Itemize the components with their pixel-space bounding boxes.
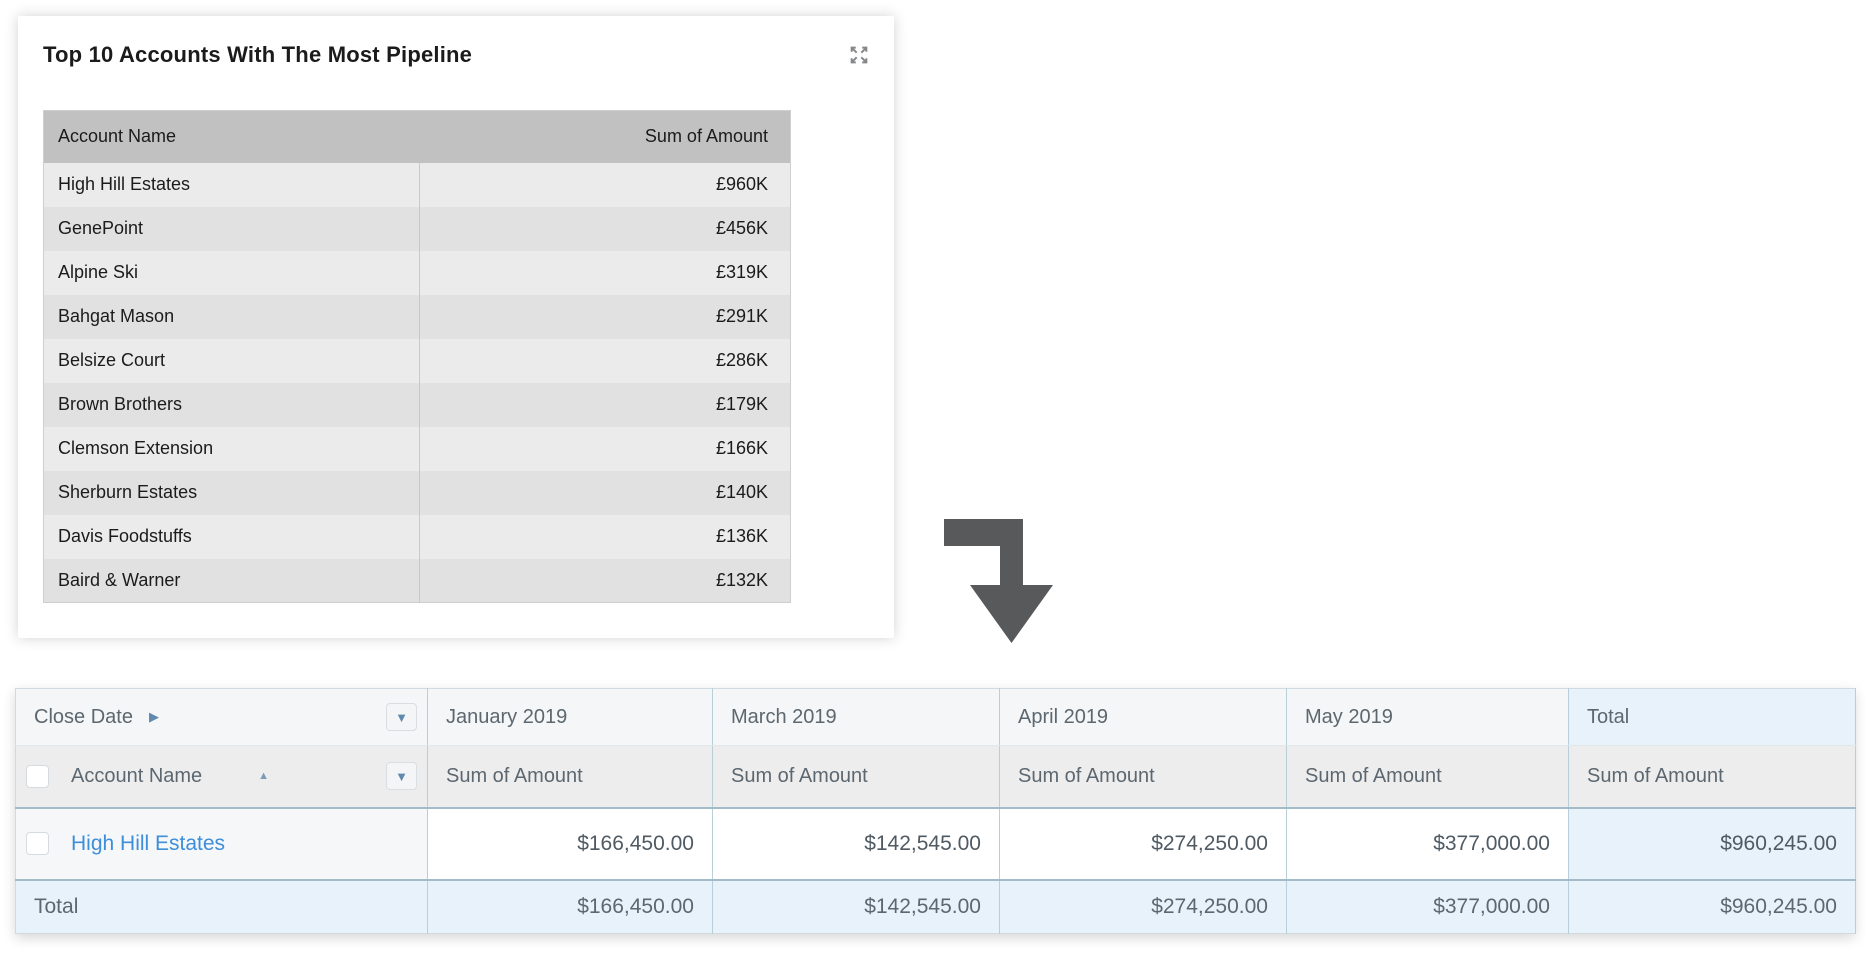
table-row[interactable]: Alpine Ski £319K [43, 250, 791, 295]
pivot-table: Close Date ▶ ▼ January 2019 March 2019 A… [15, 688, 1856, 934]
amount-cell: £132K [715, 569, 768, 590]
table-header-row: Account Name Sum of Amount [43, 110, 791, 163]
top-accounts-widget: Top 10 Accounts With The Most Pipeline A… [18, 16, 894, 638]
month-header[interactable]: January 2019 [427, 688, 713, 746]
drilldown-arrow [944, 519, 1053, 643]
table-row[interactable]: GenePoint £456K [43, 206, 791, 251]
amount-cell: £179K [715, 394, 768, 414]
expand-icon[interactable] [846, 42, 872, 68]
table-row[interactable]: Belsize Court £286K [43, 338, 791, 383]
account-name-cell[interactable]: Davis Foodstuffs [43, 514, 420, 559]
chevron-down-icon: ▼ [395, 768, 408, 784]
widget-title: Top 10 Accounts With The Most Pipeline [43, 42, 473, 67]
pivot-column-header-row: Close Date ▶ ▼ January 2019 March 2019 A… [15, 688, 1856, 746]
table-row[interactable]: Davis Foodstuffs £136K [43, 514, 791, 559]
account-name-cell[interactable]: Sherburn Estates [43, 470, 420, 515]
account-name-cell[interactable]: Belsize Court [43, 338, 420, 383]
expand-arrows-glyph [850, 46, 868, 64]
account-name-label[interactable]: Account Name [71, 764, 203, 787]
grand-total-cell: $377,000.00 [1286, 879, 1569, 934]
pivot-data-row: High Hill Estates $166,450.00 $142,545.0… [15, 807, 1856, 881]
measure-header: Sum of Amount [999, 745, 1287, 809]
close-date-header-cell: Close Date ▶ ▼ [15, 688, 428, 746]
value-cell: $377,000.00 [1286, 807, 1569, 881]
measure-header: Sum of Amount [712, 745, 1000, 809]
grand-total-label: Total [15, 879, 428, 934]
column-header-sum-of-amount: Sum of Amount [419, 110, 791, 163]
month-header[interactable]: April 2019 [999, 688, 1287, 746]
grand-total-cell: $166,450.00 [427, 879, 713, 934]
amount-cell: £291K [715, 306, 768, 326]
top-accounts-table: Account Name Sum of Amount High Hill Est… [43, 110, 791, 603]
amount-cell: £456K [715, 218, 768, 238]
pivot-measure-header-row: Account Name ▲ ▼ Sum of Amount Sum of Am… [15, 745, 1856, 809]
close-date-label: Close Date [34, 705, 133, 728]
grand-total-cell: $274,250.00 [999, 879, 1287, 934]
account-name-cell[interactable]: Baird & Warner [43, 558, 420, 603]
column-header-account-name: Account Name [43, 110, 420, 163]
amount-cell: £136K [715, 526, 768, 546]
row-checkbox[interactable] [26, 832, 49, 855]
table-row[interactable]: High Hill Estates £960K [43, 162, 791, 207]
account-name-cell[interactable]: Clemson Extension [43, 426, 420, 471]
account-name-cell[interactable]: Alpine Ski [43, 250, 420, 295]
select-all-checkbox[interactable] [26, 764, 49, 788]
account-name-header-cell: Account Name ▲ ▼ [15, 745, 428, 809]
amount-cell: £166K [715, 438, 768, 458]
row-total-cell: $960,245.00 [1568, 807, 1856, 881]
measure-header: Sum of Amount [1286, 745, 1569, 809]
account-name-cell[interactable]: Bahgat Mason [43, 294, 420, 339]
amount-cell: £319K [715, 262, 768, 282]
amount-cell: £286K [715, 350, 768, 370]
account-row-header-cell: High Hill Estates [15, 807, 428, 881]
month-header[interactable]: May 2019 [1286, 688, 1569, 746]
table-row[interactable]: Baird & Warner £132K [43, 558, 791, 603]
grand-total-cell: $960,245.00 [1568, 879, 1856, 934]
account-name-cell[interactable]: GenePoint [43, 206, 420, 251]
amount-cell: £140K [715, 482, 768, 502]
table-row[interactable]: Bahgat Mason £291K [43, 294, 791, 339]
month-header[interactable]: March 2019 [712, 688, 1000, 746]
sort-ascending-icon[interactable]: ▲ [258, 770, 270, 783]
account-name-cell[interactable]: Brown Brothers [43, 382, 420, 427]
table-row[interactable]: Clemson Extension £166K [43, 426, 791, 471]
account-link[interactable]: High Hill Estates [71, 831, 226, 855]
measure-header: Sum of Amount [427, 745, 713, 809]
total-column-header[interactable]: Total [1568, 688, 1856, 746]
account-name-dropdown-button[interactable]: ▼ [386, 762, 417, 791]
account-name-cell[interactable]: High Hill Estates [43, 162, 420, 207]
grand-total-cell: $142,545.00 [712, 879, 1000, 934]
chevron-down-icon: ▼ [395, 709, 408, 725]
widget-header: Top 10 Accounts With The Most Pipeline [43, 42, 872, 68]
value-cell: $142,545.00 [712, 807, 1000, 881]
pivot-grand-total-row: Total $166,450.00 $142,545.00 $274,250.0… [15, 879, 1856, 934]
amount-cell: £960K [715, 174, 768, 194]
expand-column-icon[interactable]: ▶ [148, 709, 159, 724]
value-cell: $166,450.00 [427, 807, 713, 881]
table-row[interactable]: Sherburn Estates £140K [43, 470, 791, 515]
table-row[interactable]: Brown Brothers £179K [43, 382, 791, 427]
measure-header: Sum of Amount [1568, 745, 1856, 809]
close-date-dropdown-button[interactable]: ▼ [386, 703, 417, 731]
value-cell: $274,250.00 [999, 807, 1287, 881]
